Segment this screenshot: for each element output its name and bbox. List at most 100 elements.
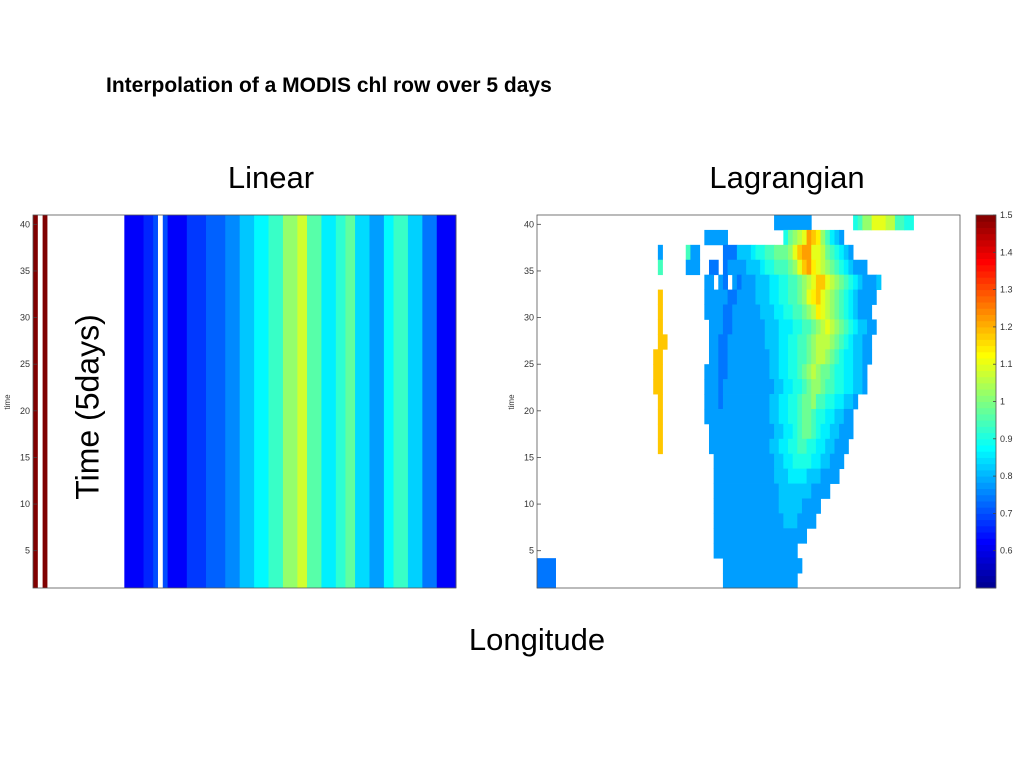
lagrangian-cell xyxy=(657,259,663,276)
lagrangian-cell xyxy=(843,394,854,410)
lagrangian-cell xyxy=(764,259,775,276)
lagrangian-cell xyxy=(797,259,803,276)
lagrangian-cell xyxy=(811,304,817,320)
linear-column xyxy=(42,215,48,588)
lagrangian-cell xyxy=(843,334,849,350)
lagrangian-cell xyxy=(848,289,854,305)
linear-column xyxy=(407,215,423,588)
lagrangian-cell xyxy=(806,349,812,365)
x-axis-title: Longitude xyxy=(468,622,606,657)
lagrangian-cell xyxy=(764,334,780,350)
lagrangian-cell xyxy=(788,334,798,350)
lagrangian-cell xyxy=(774,423,784,440)
lagrangian-cell xyxy=(704,229,728,246)
linear-column xyxy=(186,215,207,588)
lagrangian-cell xyxy=(853,379,863,395)
lagrangian-cell xyxy=(727,364,770,380)
colorbar-segment xyxy=(976,357,996,365)
linear-column xyxy=(321,215,337,588)
lagrangian-cell xyxy=(853,289,859,305)
lagrangian-cell xyxy=(704,274,715,290)
colorbar-segment xyxy=(976,326,996,334)
lagrangian-time-axis-label: time xyxy=(507,394,516,410)
lagrangian-cell xyxy=(820,379,826,395)
lagrangian-cell xyxy=(722,304,733,320)
colorbar-tick-label: 1.4 xyxy=(1000,247,1013,257)
lagrangian-cell xyxy=(825,274,831,290)
lagrangian-cell xyxy=(853,334,863,350)
colorbar-segment xyxy=(976,233,996,241)
lagrangian-cell xyxy=(778,408,789,425)
lagrangian-cell xyxy=(829,349,835,365)
linear-column xyxy=(206,215,226,588)
lagrangian-cell xyxy=(811,244,821,261)
lagrangian-cell xyxy=(839,423,854,440)
lagrangian-cell xyxy=(820,289,826,305)
linear-column xyxy=(345,215,356,588)
colorbar-segment xyxy=(976,556,996,564)
lagrangian-cell xyxy=(811,453,821,470)
lagrangian-cell xyxy=(820,468,840,484)
colorbar-segment xyxy=(976,457,996,465)
colorbar: 0.6 0.7 0.8 0.9 1 1.1 1.2 1.3 1.4 1.5 xyxy=(975,210,1013,589)
lagrangian-cell xyxy=(797,513,817,529)
linear-column xyxy=(143,215,154,588)
lagrangian-cell xyxy=(788,394,798,410)
lagrangian-ytick-label: 40 xyxy=(524,219,534,229)
lagrangian-cell xyxy=(820,229,826,246)
lagrangian-axes-frame xyxy=(536,214,961,589)
lagrangian-cell xyxy=(657,319,663,335)
lagrangian-cell xyxy=(829,274,835,290)
lagrangian-cell xyxy=(862,334,873,350)
colorbar-segment xyxy=(976,476,996,483)
colorbar-segment xyxy=(976,420,996,427)
lagrangian-cell xyxy=(704,289,728,305)
lagrangian-cell xyxy=(774,379,784,395)
lagrangian-ytick-label: 5 xyxy=(529,546,534,556)
lagrangian-cell xyxy=(843,408,854,425)
lagrangian-cell xyxy=(708,319,724,335)
lagrangian-cell xyxy=(713,483,780,499)
colorbar-segment xyxy=(976,469,996,477)
lagrangian-ytick-label: 20 xyxy=(524,406,534,416)
lagrangian-cell xyxy=(788,244,794,261)
lagrangian-cell xyxy=(801,304,808,320)
lagrangian-cell xyxy=(718,379,724,395)
lagrangian-cell xyxy=(722,259,728,276)
lagrangian-cell xyxy=(797,364,803,380)
linear-column xyxy=(355,215,370,588)
lagrangian-cell xyxy=(657,423,663,440)
linear-column xyxy=(167,215,188,588)
lagrangian-cell xyxy=(829,229,835,246)
lagrangian-cell xyxy=(722,379,775,395)
lagrangian-cell xyxy=(848,304,854,320)
lagrangian-cell xyxy=(769,394,780,410)
lagrangian-cell xyxy=(746,259,761,276)
linear-column xyxy=(162,215,168,588)
lagrangian-cell xyxy=(825,259,831,276)
colorbar-segment xyxy=(976,258,996,266)
lagrangian-cell xyxy=(774,244,789,261)
lagrangian-cell xyxy=(867,319,877,335)
lagrangian-cell xyxy=(825,304,831,320)
lagrangian-cell xyxy=(815,408,826,425)
lagrangian-cell xyxy=(769,364,780,380)
colorbar-tick-label: 1.5 xyxy=(1000,210,1013,220)
lagrangian-cell xyxy=(815,289,821,305)
lagrangian-cell xyxy=(825,229,831,246)
colorbar-segment xyxy=(976,438,996,446)
colorbar-segment xyxy=(976,252,996,260)
lagrangian-cell xyxy=(843,349,854,365)
lagrangian-cell xyxy=(815,259,821,276)
colorbar-tick-label: 0.7 xyxy=(1000,508,1013,518)
lagrangian-cell xyxy=(834,259,840,276)
colorbar-segment xyxy=(976,445,996,452)
lagrangian-cell xyxy=(778,334,789,350)
colorbar-segment xyxy=(976,376,996,384)
lagrangian-cell xyxy=(788,289,798,305)
lagrangian-cell xyxy=(778,438,789,455)
lagrangian-cell xyxy=(760,259,766,276)
lagrangian-cell xyxy=(685,259,701,276)
colorbar-segment xyxy=(976,270,996,278)
lagrangian-cell xyxy=(829,364,835,380)
